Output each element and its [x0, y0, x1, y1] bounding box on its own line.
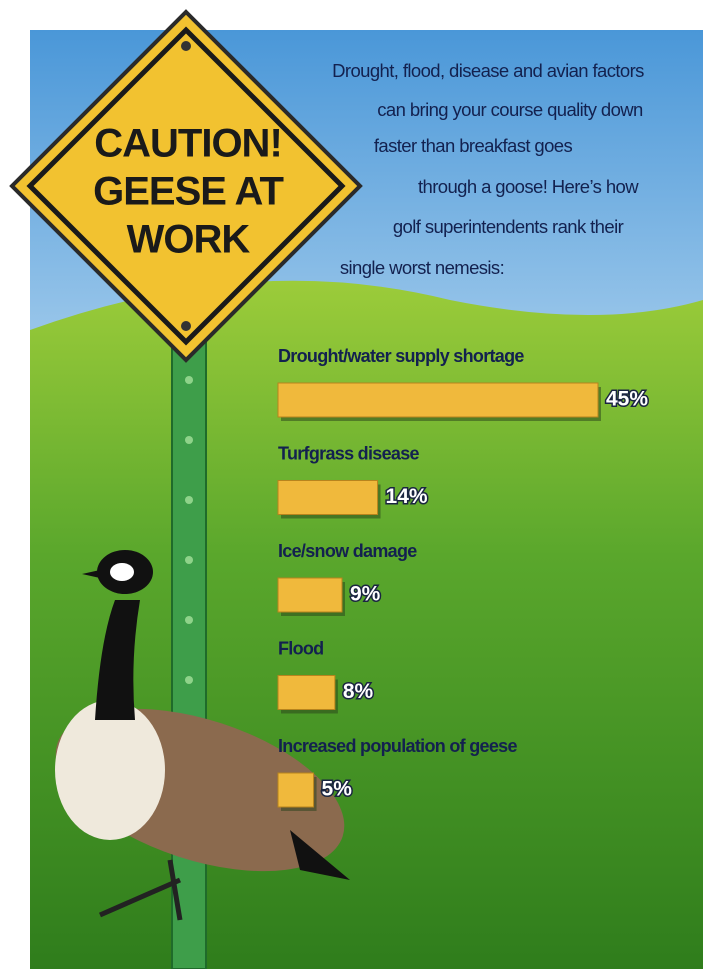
value-label: 45% [606, 388, 648, 411]
category-label: Ice/snow damage [278, 541, 417, 561]
sign-line: CAUTION! [94, 122, 282, 166]
value-label: 5% [322, 778, 353, 801]
intro-line: Drought, flood, disease and avian factor… [332, 60, 644, 81]
sign-post [172, 330, 206, 969]
intro-line: single worst nemesis: [340, 257, 504, 278]
value-label: 9% [350, 583, 381, 606]
category-label: Turfgrass disease [278, 443, 420, 463]
bolt [181, 321, 191, 331]
bar [278, 383, 598, 417]
intro-line: can bring your course quality down [377, 99, 643, 120]
intro-line: through a goose! Here’s how [418, 176, 639, 197]
value-label: 14% [386, 485, 428, 508]
bar [278, 773, 314, 807]
sign-line: GEESE AT [93, 170, 283, 214]
category-label: Drought/water supply shortage [278, 346, 524, 366]
category-label: Flood [278, 638, 323, 658]
sign-line: WORK [127, 218, 251, 262]
intro-line: golf superintendents rank their [393, 216, 624, 237]
category-label: Increased population of geese [278, 736, 517, 756]
value-label: 8% [343, 680, 374, 703]
infographic: CAUTION! GEESE AT WORK Drought, flood, d… [0, 0, 703, 969]
bolt [181, 41, 191, 51]
intro-line: faster than breakfast goes [374, 135, 573, 156]
bar [278, 481, 378, 515]
bar [278, 676, 335, 710]
bar [278, 578, 342, 612]
